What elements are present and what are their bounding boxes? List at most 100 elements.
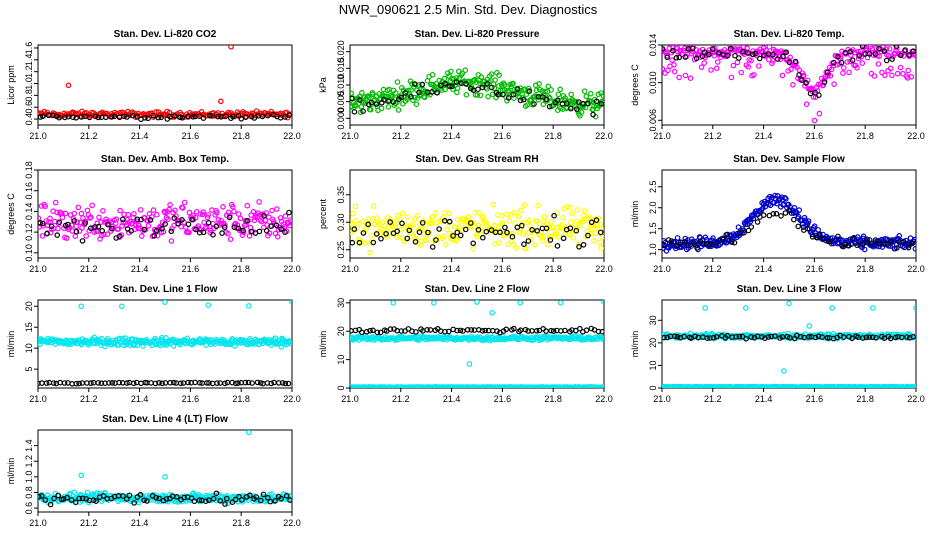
y-tick-label: 0.010	[336, 74, 346, 97]
data-point-main	[566, 231, 573, 238]
data-point-black	[203, 498, 209, 505]
data-point-black	[706, 51, 712, 58]
data-points	[38, 199, 292, 244]
data-point-main	[779, 72, 786, 79]
data-point-black	[350, 239, 356, 246]
x-tick-label: 22.0	[283, 264, 301, 274]
data-point-black	[500, 91, 506, 98]
data-point-black	[502, 224, 508, 231]
data-point-black	[43, 380, 50, 386]
data-point-main	[730, 62, 737, 69]
data-point-baseline	[910, 384, 916, 388]
data-point-main	[451, 224, 458, 230]
x-tick-label: 21.0	[29, 131, 47, 141]
data-point-main	[140, 228, 146, 234]
data-point-main	[199, 211, 206, 218]
data-point-main	[96, 214, 102, 221]
x-tick-label: 21.6	[182, 394, 200, 404]
data-point-main	[567, 204, 573, 211]
data-point-baseline	[354, 384, 360, 388]
data-point-black	[411, 81, 418, 87]
data-point-main	[501, 82, 508, 88]
data-point-main	[535, 202, 541, 209]
data-point-black	[845, 243, 852, 249]
x-tick-label: 22.0	[283, 131, 301, 141]
data-point-black	[42, 497, 49, 503]
data-point-main	[510, 241, 517, 247]
data-point-main	[102, 343, 108, 350]
data-point-black	[866, 334, 873, 341]
data-point-black	[236, 493, 242, 500]
data-point-main	[353, 103, 359, 109]
outlier-point	[806, 323, 813, 329]
data-point-main	[416, 221, 423, 228]
data-point-baseline	[798, 383, 804, 388]
data-point-main	[491, 85, 498, 92]
y-tick-label: 0.25	[336, 241, 346, 259]
data-point-main	[837, 53, 844, 60]
data-point-main	[548, 218, 555, 225]
data-point-black	[419, 220, 426, 226]
data-point-main	[593, 225, 600, 232]
data-point-main	[600, 336, 604, 343]
data-point-main	[463, 92, 470, 98]
data-point-black	[197, 379, 203, 386]
data-point-black	[390, 99, 397, 105]
y-tick-label: 0.8	[24, 486, 34, 499]
y-axis-label: ml/min	[630, 201, 640, 228]
data-point-black	[72, 499, 79, 506]
data-point-main	[859, 60, 866, 66]
data-point-black	[887, 238, 894, 244]
data-point-black	[95, 114, 102, 121]
data-point-black	[44, 230, 50, 237]
data-point-black	[735, 55, 742, 61]
data-point-black	[518, 222, 525, 229]
y-tick-label: 0.6	[24, 101, 34, 114]
x-tick-label: 21.2	[80, 264, 98, 274]
data-point-main	[350, 90, 354, 97]
data-point-black	[662, 334, 667, 341]
data-point-main	[442, 241, 449, 248]
data-point-main	[214, 210, 220, 216]
data-point-black	[563, 100, 570, 107]
data-point-main	[113, 216, 120, 223]
data-point-main	[472, 92, 479, 98]
data-point-main	[692, 52, 699, 59]
x-tick-label: 22.0	[283, 518, 301, 528]
data-point-black	[674, 242, 680, 249]
data-point-main	[598, 245, 604, 251]
data-point-black	[130, 380, 137, 387]
y-tick-label: 0.000	[336, 107, 346, 130]
data-point-black	[550, 328, 557, 334]
data-point-black	[514, 224, 521, 231]
data-point-black	[50, 380, 57, 386]
data-points	[38, 300, 292, 387]
data-point-black	[599, 328, 604, 335]
y-tick-label: 0.015	[336, 57, 346, 80]
data-point-black	[676, 54, 683, 61]
data-point-black	[351, 109, 358, 115]
data-point-black	[694, 245, 700, 251]
data-point-main	[414, 212, 421, 219]
y-tick-label: 30	[336, 298, 346, 308]
data-point-black	[479, 327, 486, 334]
data-point-main	[803, 101, 810, 108]
data-point-black	[106, 380, 112, 386]
data-point-main	[76, 492, 83, 499]
data-point-black	[64, 494, 70, 501]
data-point-main	[352, 203, 359, 210]
y-tick-label: 1.4	[24, 54, 34, 67]
data-point-black	[159, 380, 165, 387]
data-point-main	[871, 73, 878, 79]
data-point-main	[505, 241, 511, 248]
x-tick-label: 21.6	[494, 131, 512, 141]
outlier-point	[162, 300, 168, 305]
data-point-main	[255, 210, 261, 216]
data-point-black	[54, 232, 61, 238]
x-tick-label: 22.0	[283, 394, 301, 404]
data-point-main	[751, 72, 757, 78]
data-point-black	[446, 218, 453, 225]
data-point-main	[600, 93, 604, 99]
data-point-main	[52, 199, 59, 206]
y-tick-label: 1.0	[24, 471, 34, 484]
